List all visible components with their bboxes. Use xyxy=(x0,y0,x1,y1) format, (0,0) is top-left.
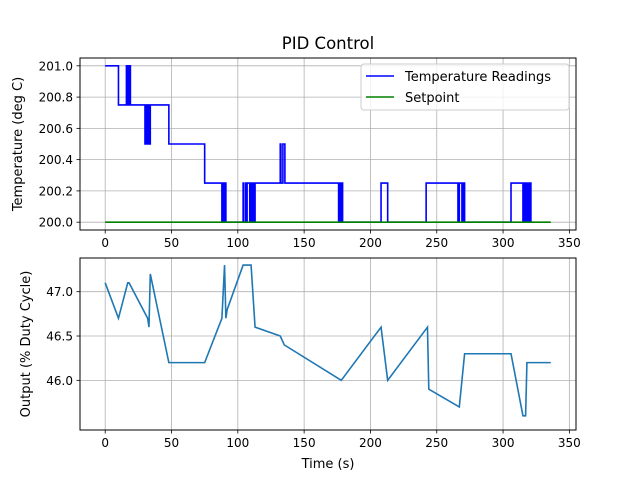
output-y-tick-label: 46.0 xyxy=(46,374,73,388)
temperature-x-tick-label: 150 xyxy=(293,236,316,250)
temperature-y-tick-label: 201.0 xyxy=(39,59,73,73)
output-y-tick-label: 47.0 xyxy=(46,285,73,299)
output-line xyxy=(104,264,551,417)
chart-title: PID Control xyxy=(282,34,374,53)
temperature-axes: PID Control 0 50 100 150 200 250 300 350 200.0 20… xyxy=(11,34,581,250)
legend-label-temperature: Temperature Readings xyxy=(404,70,551,85)
output-x-axis-label: Time (s) xyxy=(301,457,355,472)
output-axes-frame xyxy=(79,257,577,431)
temperature-x-tick-label: 200 xyxy=(359,236,382,250)
temperature-x-tick-label: 50 xyxy=(164,236,179,250)
temperature-x-tick-label: 350 xyxy=(558,236,581,250)
output-x-tick-label: 250 xyxy=(425,436,448,450)
temperature-y-tick-label: 200.4 xyxy=(39,153,73,167)
temperature-y-axis-label: Temperature (deg C) xyxy=(11,77,26,212)
temperature-y-tick-label: 200.6 xyxy=(39,122,73,136)
temperature-y-tick-label: 200.0 xyxy=(39,216,73,230)
output-ticks: 0 50 100 150 200 250 300 350 46.0 46.5 47.0 xyxy=(46,285,581,450)
legend: Temperature Readings Setpoint xyxy=(360,63,570,111)
output-x-tick-label: 200 xyxy=(359,436,382,450)
output-x-tick-label: 50 xyxy=(164,436,179,450)
output-x-tick-label: 150 xyxy=(293,436,316,450)
temperature-y-tick-label: 200.8 xyxy=(39,91,73,105)
temperature-x-tick-label: 0 xyxy=(101,236,109,250)
temperature-x-tick-label: 250 xyxy=(425,236,448,250)
output-y-tick-label: 46.5 xyxy=(46,330,73,344)
output-x-tick-label: 0 xyxy=(101,436,109,450)
temperature-axes-frame xyxy=(79,57,577,231)
output-y-axis-label: Output (% Duty Cycle) xyxy=(19,271,34,418)
temperature-readings-line xyxy=(105,65,533,223)
output-axes: 0 50 100 150 200 250 300 350 46.0 46.5 47.0 Output… xyxy=(19,257,581,472)
output-x-tick-label: 350 xyxy=(558,436,581,450)
output-series xyxy=(104,264,551,417)
legend-frame xyxy=(360,63,570,111)
temperature-x-tick-label: 100 xyxy=(226,236,249,250)
temperature-series xyxy=(105,65,551,223)
output-x-tick-label: 100 xyxy=(226,436,249,450)
legend-label-setpoint: Setpoint xyxy=(405,91,460,106)
temperature-ticks: 0 50 100 150 200 250 300 350 200.0 200.2 200.4 200.… xyxy=(39,59,581,250)
output-x-tick-label: 300 xyxy=(492,436,515,450)
temperature-y-tick-label: 200.2 xyxy=(39,184,73,198)
temperature-x-tick-label: 300 xyxy=(492,236,515,250)
